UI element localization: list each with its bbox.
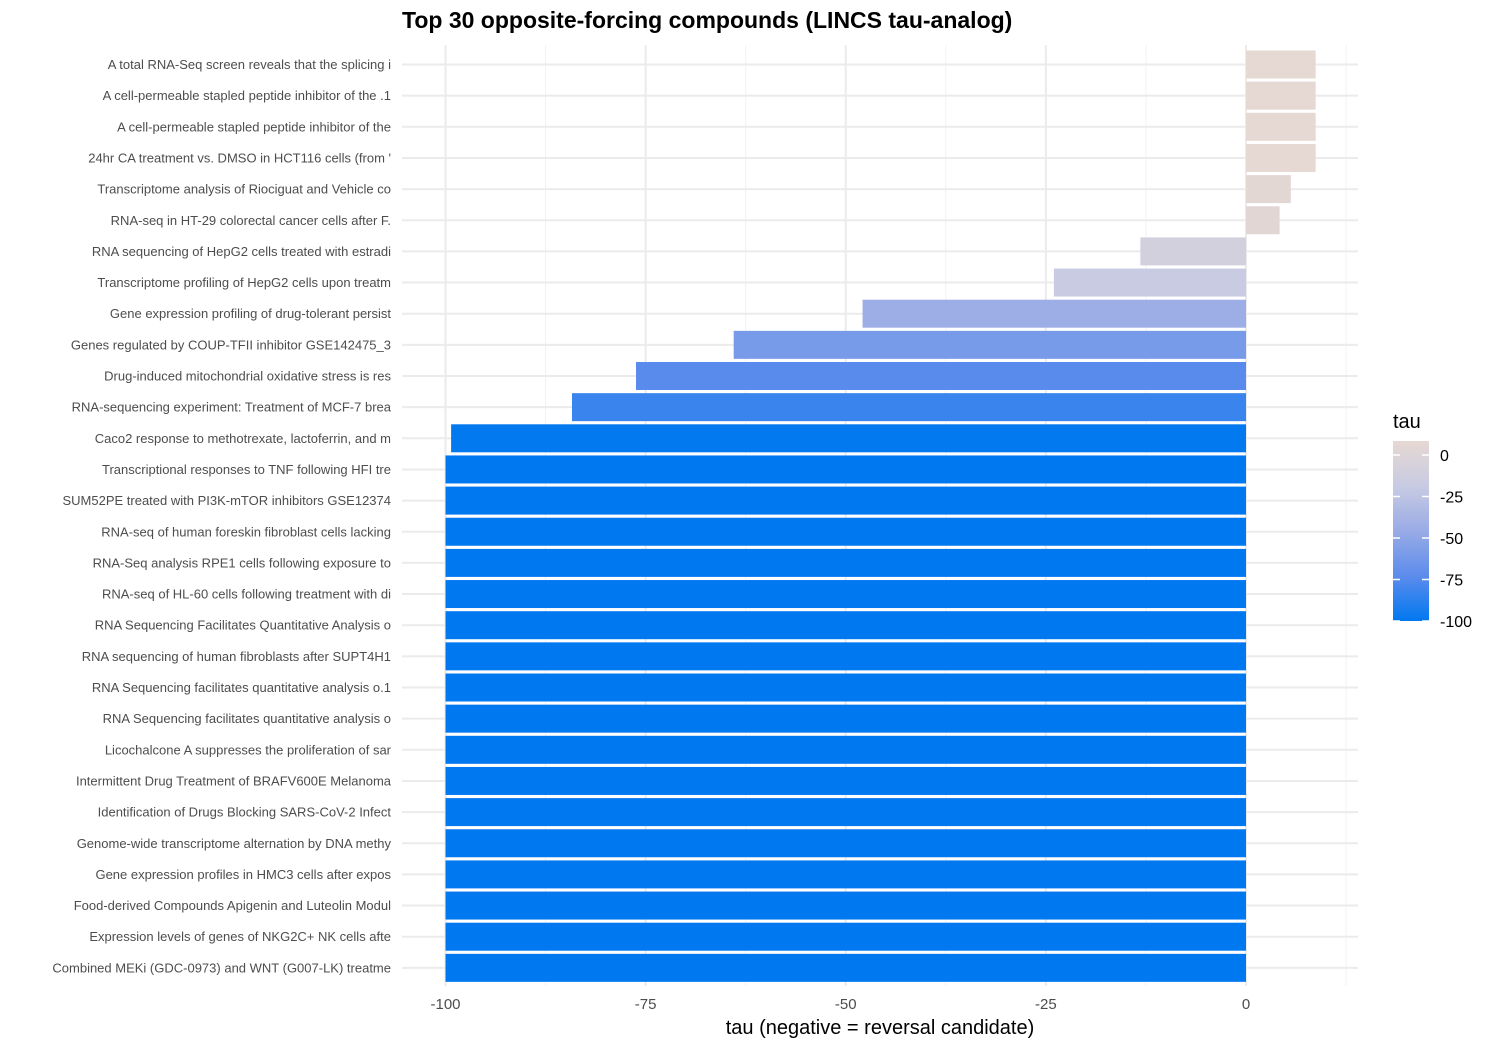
y-tick-label: A cell-permeable stapled peptide inhibit… [103,88,391,103]
y-tick-label: RNA-Seq analysis RPE1 cells following ex… [93,555,391,570]
bar [1246,50,1316,79]
y-tick-label: Caco2 response to methotrexate, lactofer… [95,431,391,446]
y-tick-label: Expression levels of genes of NKG2C+ NK … [89,929,391,944]
y-tick-label: A total RNA-Seq screen reveals that the … [108,57,391,72]
y-tick-label: RNA-seq of HL-60 cells following treatme… [102,587,391,602]
y-tick-label: Transcriptional responses to TNF followi… [102,462,391,477]
chart-title: Top 30 opposite-forcing compounds (LINCS… [402,7,1012,33]
y-tick-label: Drug-induced mitochondrial oxidative str… [104,369,391,384]
y-tick-label: Food-derived Compounds Apigenin and Lute… [74,898,391,913]
bar [445,548,1246,577]
y-tick-label: RNA Sequencing facilitates quantitative … [103,711,391,726]
bar [445,798,1246,827]
y-tick-label: Intermittent Drug Treatment of BRAFV600E… [76,773,392,788]
bar [445,455,1246,484]
bar [445,611,1246,640]
x-axis-ticks: -100 -75 -50 -25 0 [430,996,1250,1013]
legend: tau 0 -25 -50 -75 -100 [1393,411,1472,631]
legend-tick-label: -75 [1440,573,1463,590]
legend-tick-label: -25 [1440,490,1463,507]
bar [862,299,1246,328]
bar [445,486,1246,515]
y-tick-label: RNA-seq in HT-29 colorectal cancer cells… [111,213,391,228]
bar [1246,81,1316,110]
legend-colorbar [1393,441,1429,621]
bar [1246,175,1291,204]
y-tick-label: Transcriptome profiling of HepG2 cells u… [97,275,391,290]
bar [636,362,1246,390]
x-tick-label: -25 [1035,996,1057,1013]
bar [445,922,1246,951]
y-tick-label: SUM52PE treated with PI3K-mTOR inhibitor… [62,493,391,508]
y-tick-label: Gene expression profiling of drug-tolera… [110,306,391,321]
y-tick-label: 24hr CA treatment vs. DMSO in HCT116 cel… [88,150,391,165]
bar [1246,206,1280,235]
x-tick-label: -100 [430,996,460,1013]
bar [571,393,1246,422]
y-tick-label: Genes regulated by COUP-TFII inhibitor G… [71,337,391,352]
y-axis-labels: A total RNA-Seq screen reveals that the … [52,57,391,975]
bar [445,953,1246,982]
x-axis-label: tau (negative = reversal candidate) [726,1017,1035,1039]
bar [445,580,1246,609]
x-tick-label: 0 [1242,996,1250,1013]
bar [445,517,1246,546]
y-tick-label: RNA sequencing of human fibroblasts afte… [82,649,391,664]
bar [1246,143,1316,172]
bar [733,330,1246,359]
y-tick-label: Identification of Drugs Blocking SARS-Co… [98,805,392,820]
y-tick-label: RNA-sequencing experiment: Treatment of … [72,400,392,415]
legend-tick-label: 0 [1440,448,1449,465]
y-tick-label: RNA Sequencing facilitates quantitative … [92,680,391,695]
legend-tick-label: -50 [1440,531,1463,548]
legend-ticks: 0 -25 -50 -75 -100 [1393,448,1472,631]
bar [451,424,1246,453]
bar [445,642,1246,671]
bar [1246,112,1316,141]
legend-tick-label: -100 [1440,614,1472,631]
y-tick-label: RNA-seq of human foreskin fibroblast cel… [101,524,391,539]
y-tick-label: Genome-wide transcriptome alternation by… [77,836,392,851]
y-tick-label: Combined MEKi (GDC-0973) and WNT (G007-L… [52,960,391,975]
y-tick-label: Licochalcone A suppresses the proliferat… [105,742,392,757]
bar [445,766,1246,795]
y-tick-label: RNA Sequencing Facilitates Quantitative … [95,618,391,633]
bar [445,704,1246,733]
x-tick-label: -75 [635,996,657,1013]
bar [445,860,1246,889]
y-tick-label: Transcriptome analysis of Riociguat and … [97,182,391,197]
bar [445,673,1246,702]
bar [1140,237,1246,266]
x-tick-label: -50 [835,996,857,1013]
y-tick-label: RNA sequencing of HepG2 cells treated wi… [92,244,391,259]
bar [445,829,1246,858]
bars [445,50,1316,982]
y-tick-label: Gene expression profiles in HMC3 cells a… [95,867,391,882]
y-tick-label: A cell-permeable stapled peptide inhibit… [117,119,391,134]
legend-title: tau [1393,411,1421,433]
bar [1053,268,1246,297]
bar [445,735,1246,764]
bar [445,891,1246,920]
